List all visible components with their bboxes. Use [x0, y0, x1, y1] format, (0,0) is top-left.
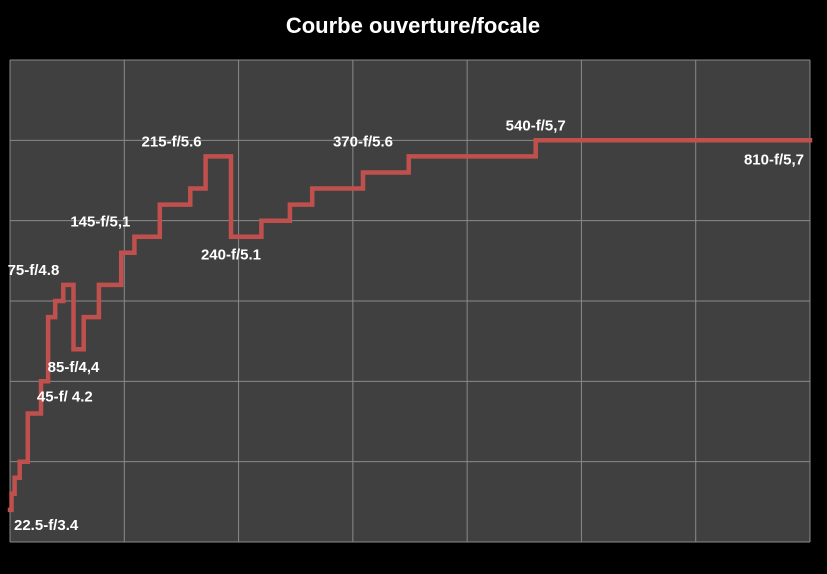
data-label: 370-f/5.6 — [333, 133, 393, 150]
data-label: 540-f/5,7 — [506, 117, 566, 134]
data-label: 85-f/4,4 — [48, 359, 100, 376]
data-labels: 22.5-f/3.4 45-f/ 4.2 75-f/4.8 85-f/4,4 145-f… — [8, 117, 804, 534]
series-line — [7, 138, 813, 513]
data-label: 22.5-f/3.4 — [14, 517, 79, 534]
data-label: 215-f/5.6 — [142, 133, 202, 150]
data-label: 75-f/4.8 — [8, 262, 60, 279]
chart-title: Courbe ouverture/focale — [286, 13, 540, 38]
data-label: 145-f/5,1 — [70, 214, 130, 231]
data-label: 810-f/5,7 — [744, 151, 804, 168]
gridlines — [9, 59, 811, 543]
data-label: 45-f/ 4.2 — [37, 388, 93, 405]
data-label: 240-f/5.1 — [201, 247, 261, 264]
